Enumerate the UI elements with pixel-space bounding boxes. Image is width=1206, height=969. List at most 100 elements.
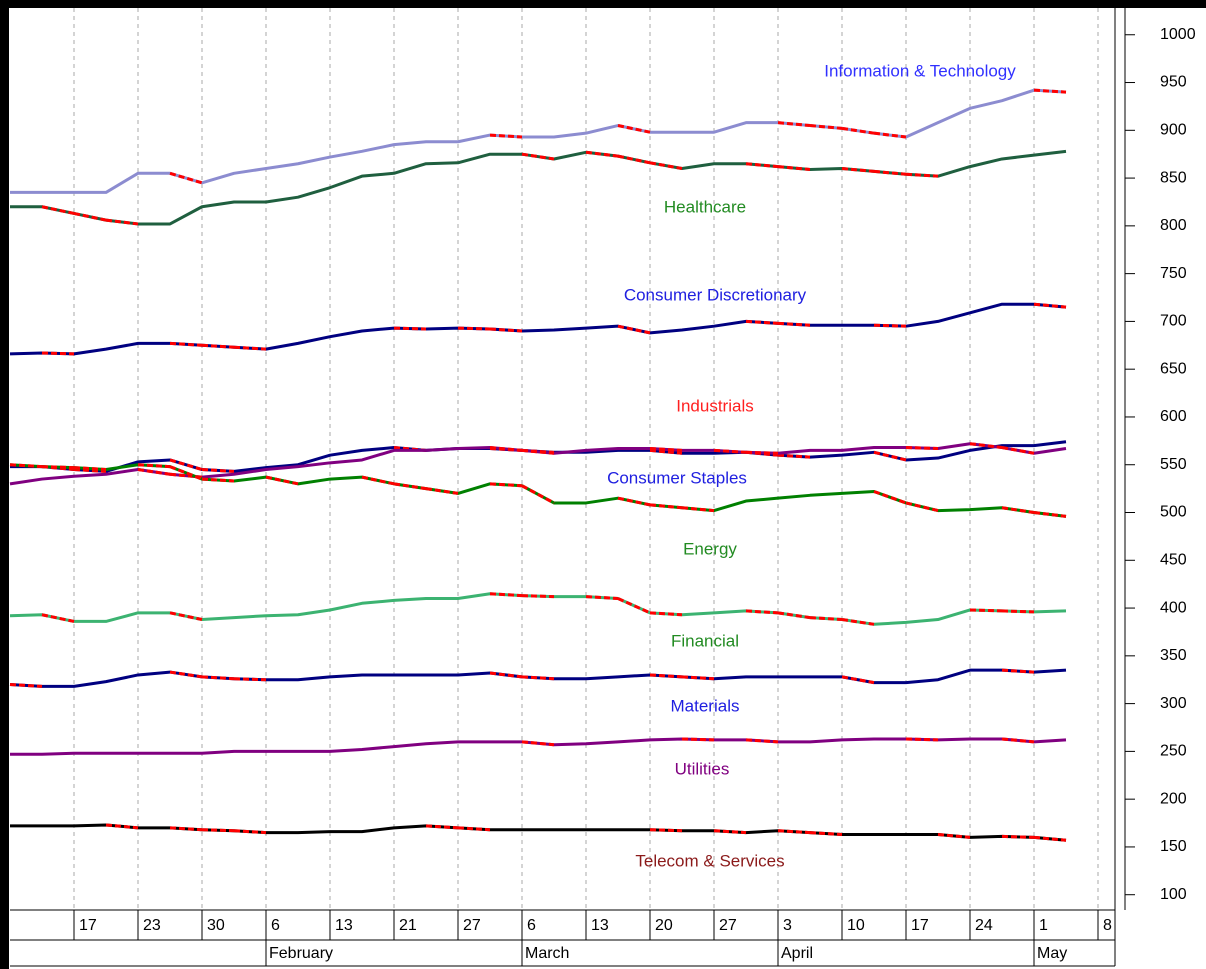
down-segment: [521, 484, 555, 505]
down-segment: [1033, 511, 1067, 518]
down-segment: [137, 463, 171, 469]
down-segment: [105, 823, 139, 830]
down-segment: [521, 675, 555, 681]
x-tick-label: 1: [1039, 917, 1048, 934]
down-segment: [777, 165, 811, 171]
down-segment: [649, 503, 683, 510]
down-segment: [233, 677, 267, 682]
x-tick-label: 10: [847, 917, 865, 934]
down-segment: [9, 463, 43, 469]
down-segment: [201, 477, 235, 483]
down-segment: [489, 482, 523, 488]
month-label: March: [525, 945, 569, 962]
series-label: Industrials: [676, 396, 753, 415]
y-tick-label: 100: [1160, 886, 1187, 903]
series-label: Materials: [671, 696, 740, 715]
down-segment: [777, 829, 811, 835]
x-tick-label: 27: [463, 917, 481, 934]
down-segment: [681, 737, 715, 742]
down-segment: [1001, 668, 1035, 674]
series-label: Financial: [671, 631, 739, 650]
y-tick-label: 200: [1160, 790, 1187, 807]
down-segment: [233, 829, 267, 835]
down-segment: [873, 323, 907, 328]
down-segment: [1001, 834, 1035, 839]
down-segment: [681, 506, 715, 513]
down-segment: [649, 448, 683, 455]
down-segment: [649, 161, 683, 171]
down-segment: [201, 468, 235, 473]
y-tick-label: 800: [1160, 217, 1187, 234]
series-label: Healthcare: [664, 197, 746, 216]
down-segment: [585, 150, 619, 158]
down-segment: [41, 465, 75, 470]
month-label: May: [1037, 945, 1067, 962]
down-segment: [169, 472, 203, 479]
down-segment: [873, 131, 907, 139]
down-segment: [73, 466, 107, 472]
down-segment: [233, 345, 267, 351]
down-segment: [873, 169, 907, 176]
series-label: Telecom & Services: [635, 851, 784, 870]
series-line: [10, 88, 1067, 194]
x-tick-label: 6: [527, 917, 536, 934]
down-segment: [777, 321, 811, 327]
top-border: [0, 0, 1206, 8]
down-segment: [1033, 88, 1067, 94]
series-label: Consumer Staples: [607, 468, 747, 487]
down-segment: [9, 683, 43, 688]
x-tick-label: 21: [399, 917, 417, 934]
down-segment: [1001, 737, 1035, 744]
down-segment: [617, 124, 651, 134]
series-line: [10, 823, 1067, 842]
down-segment: [1033, 835, 1067, 842]
down-segment: [265, 475, 299, 486]
left-border: [0, 0, 9, 969]
down-segment: [169, 465, 203, 481]
series-line: [10, 149, 1067, 226]
down-segment: [41, 205, 75, 215]
down-segment: [457, 826, 491, 832]
down-segment: [969, 608, 1003, 613]
down-segment: [745, 319, 779, 325]
series-label: Information & Technology: [824, 61, 1016, 80]
down-segment: [905, 446, 939, 450]
x-tick-label: 13: [335, 917, 353, 934]
series-label: Consumer Discretionary: [624, 285, 807, 304]
down-segment: [489, 133, 523, 139]
down-segment: [393, 446, 427, 452]
down-segment: [809, 616, 843, 622]
series-label: Energy: [683, 539, 737, 558]
down-segment: [745, 609, 779, 615]
x-tick-label: 17: [79, 917, 97, 934]
y-tick-label: 750: [1160, 265, 1187, 282]
down-segment: [521, 740, 555, 747]
y-tick-label: 600: [1160, 408, 1187, 425]
down-segment: [489, 446, 523, 452]
lines: Information & Technology Healthcare Consum…: [9, 61, 1067, 870]
y-tick-label: 550: [1160, 456, 1187, 473]
down-segment: [425, 824, 459, 830]
x-tick-label: 27: [719, 917, 737, 934]
down-segment: [681, 675, 715, 681]
down-segment: [41, 351, 75, 356]
down-segment: [521, 594, 555, 599]
y-tick-label: 450: [1160, 552, 1187, 569]
y-tick-label: 650: [1160, 360, 1187, 377]
down-segment: [809, 124, 843, 130]
down-segment: [841, 675, 875, 685]
down-segment: [905, 737, 939, 742]
down-segment: [521, 448, 555, 455]
down-segment: [361, 475, 395, 486]
y-tick-label: 400: [1160, 599, 1187, 616]
series-line: [10, 737, 1067, 756]
y-tick-label: 150: [1160, 838, 1187, 855]
series-line: [9, 442, 1067, 486]
series-line: [9, 668, 1067, 688]
down-segment: [393, 326, 427, 331]
down-segment: [841, 618, 875, 626]
series-line: [9, 592, 1067, 626]
x-tick-label: 3: [783, 917, 792, 934]
